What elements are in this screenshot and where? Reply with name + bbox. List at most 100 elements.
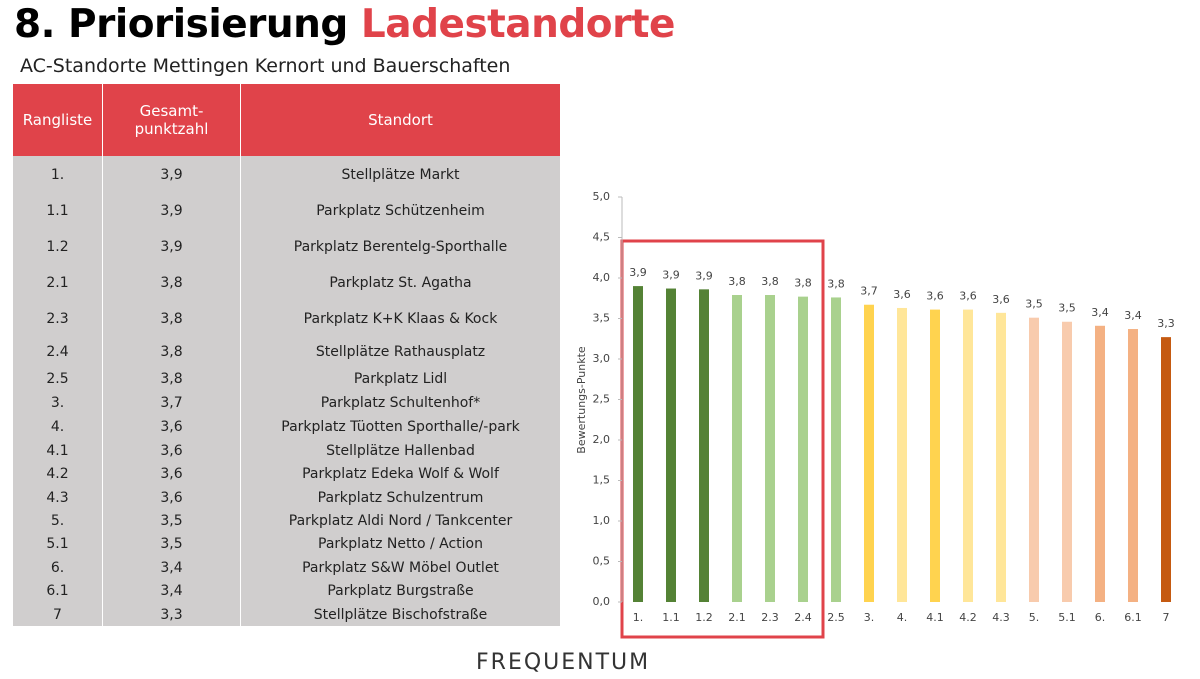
- title-highlight: Ladestandorte: [360, 2, 676, 47]
- table-cell: 2.4: [46, 344, 69, 360]
- table-cell: 4.1: [46, 442, 69, 459]
- table-cell: 2.5: [46, 371, 69, 387]
- table-cell: 3,3: [102, 603, 240, 626]
- table-row: 5.1 3,5 Parkplatz Netto / Action: [13, 532, 560, 556]
- value-label: 3,6: [893, 288, 911, 301]
- header-cell: Gesamt- punktzahl: [102, 84, 240, 156]
- table-row: 4.1 3,6 Stellplätze Hallenbad: [13, 439, 560, 462]
- bar: [1128, 329, 1138, 602]
- title-main: Priorisierung: [68, 2, 348, 47]
- x-tick-label: 4.3: [992, 611, 1010, 624]
- title: 8. Priorisierung Ladestandorte: [14, 2, 675, 47]
- table-cell: Parkplatz Burgstraße: [240, 579, 560, 603]
- table-cell: 4.3: [46, 489, 69, 506]
- table-row: 2.3 3,8 Parkplatz K+K Klaas & Kock: [13, 301, 560, 337]
- value-label: 3,9: [629, 266, 647, 279]
- table-cell: 3,8: [102, 301, 240, 337]
- value-label: 3,4: [1091, 306, 1109, 319]
- title-number: 8.: [14, 2, 55, 47]
- value-label: 3,5: [1025, 298, 1043, 311]
- table-cell: 3,9: [102, 156, 240, 193]
- table-cell: 6.1: [46, 583, 69, 599]
- table-row: 7 3,3 Stellplätze Bischofstraße: [13, 603, 560, 626]
- x-tick-label: 6.1: [1124, 611, 1142, 624]
- value-label: 3,8: [794, 277, 812, 290]
- y-tick-label: 4,0: [593, 271, 611, 284]
- table-cell: 3,9: [102, 193, 240, 229]
- value-label: 3,9: [662, 269, 680, 282]
- y-tick-label: 0,0: [593, 595, 611, 608]
- table-cell: Parkplatz S&W Möbel Outlet: [240, 556, 560, 579]
- table-cell: Parkplatz Schützenheim: [240, 193, 560, 229]
- table-cell: 4.2: [46, 466, 69, 482]
- x-tick-label: 1.2: [695, 611, 713, 624]
- y-tick-label: 2,5: [593, 393, 611, 406]
- bar: [1161, 337, 1171, 602]
- value-label: 3,9: [695, 269, 713, 282]
- header-cell: Standort: [240, 84, 560, 156]
- table-cell: 2.3: [46, 311, 69, 327]
- table-row: 5. 3,5 Parkplatz Aldi Nord / Tankcenter: [13, 509, 560, 532]
- table-cell: Stellplätze Hallenbad: [240, 439, 560, 462]
- table-cell: 3,5: [102, 532, 240, 556]
- table-row: 3. 3,7 Parkplatz Schultenhof*: [13, 391, 560, 415]
- value-label: 3,6: [926, 290, 944, 303]
- y-tick-label: 0,5: [593, 555, 611, 568]
- table-cell: 7: [53, 606, 62, 623]
- value-label: 3,5: [1058, 302, 1076, 315]
- table-cell: 6.: [50, 559, 65, 576]
- bar: [996, 312, 1006, 602]
- bar: [798, 296, 808, 602]
- y-tick-label: 1,5: [593, 474, 611, 487]
- table-cell: Stellplätze Rathausplatz: [240, 337, 560, 367]
- table-cell: Stellplätze Markt: [240, 156, 560, 193]
- bar: [633, 286, 643, 602]
- x-tick-label: 3.: [864, 611, 875, 624]
- logo: FREQUENTUM: [476, 650, 651, 675]
- table-row: 4. 3,6 Parkplatz Tüotten Sporthalle/-park: [13, 415, 560, 439]
- table-cell: 5.1: [46, 536, 69, 552]
- table-row: 2.1 3,8 Parkplatz St. Agatha: [13, 265, 560, 301]
- x-tick-label: 1.1: [662, 611, 680, 624]
- x-tick-label: 2.1: [728, 611, 746, 624]
- table-cell: 5.: [50, 512, 65, 529]
- table-cell: 3.: [50, 395, 65, 411]
- x-tick-label: 4.: [897, 611, 908, 624]
- table-row: 4.2 3,6 Parkplatz Edeka Wolf & Wolf: [13, 462, 560, 486]
- header-cell: Rangliste: [22, 111, 93, 129]
- table-cell: Parkplatz Lidl: [240, 367, 560, 391]
- table-cell: Parkplatz Schulzentrum: [240, 486, 560, 509]
- x-tick-label: 4.1: [926, 611, 944, 624]
- table-cell: 2.1: [46, 275, 69, 291]
- bar: [666, 288, 676, 602]
- highlight-box: [620, 239, 825, 639]
- table-cell: 3,9: [102, 229, 240, 265]
- table-cell: Parkplatz St. Agatha: [240, 265, 560, 301]
- value-label: 3,3: [1157, 317, 1175, 330]
- ranking-table: Rangliste Gesamt- punktzahl Standort 1. 3,9 S…: [13, 84, 560, 626]
- table-cell: Parkplatz Berentelg-Sporthalle: [240, 229, 560, 265]
- bar: [1062, 321, 1072, 602]
- y-axis-label: Bewertungs-Punkte: [575, 346, 588, 454]
- value-label: 3,8: [761, 275, 779, 288]
- bar: [897, 307, 907, 602]
- table-cell: 3,8: [102, 367, 240, 391]
- bar: [831, 297, 841, 602]
- bar: [765, 295, 775, 602]
- table-row: 6. 3,4 Parkplatz S&W Möbel Outlet: [13, 556, 560, 579]
- table-cell: Parkplatz Aldi Nord / Tankcenter: [240, 509, 560, 532]
- x-tick-label: 5.1: [1058, 611, 1076, 624]
- y-tick-label: 5,0: [593, 190, 611, 203]
- value-label: 3,6: [992, 293, 1010, 306]
- table-cell: 3,8: [102, 265, 240, 301]
- table-cell: 1.: [50, 166, 65, 183]
- table-row: 6.1 3,4 Parkplatz Burgstraße: [13, 579, 560, 603]
- value-label: 3,8: [728, 275, 746, 288]
- table-cell: 3,6: [102, 462, 240, 486]
- table-cell: 3,7: [102, 391, 240, 415]
- table-cell: 3,5: [102, 509, 240, 532]
- y-tick-label: 1,0: [593, 514, 611, 527]
- bar: [699, 289, 709, 602]
